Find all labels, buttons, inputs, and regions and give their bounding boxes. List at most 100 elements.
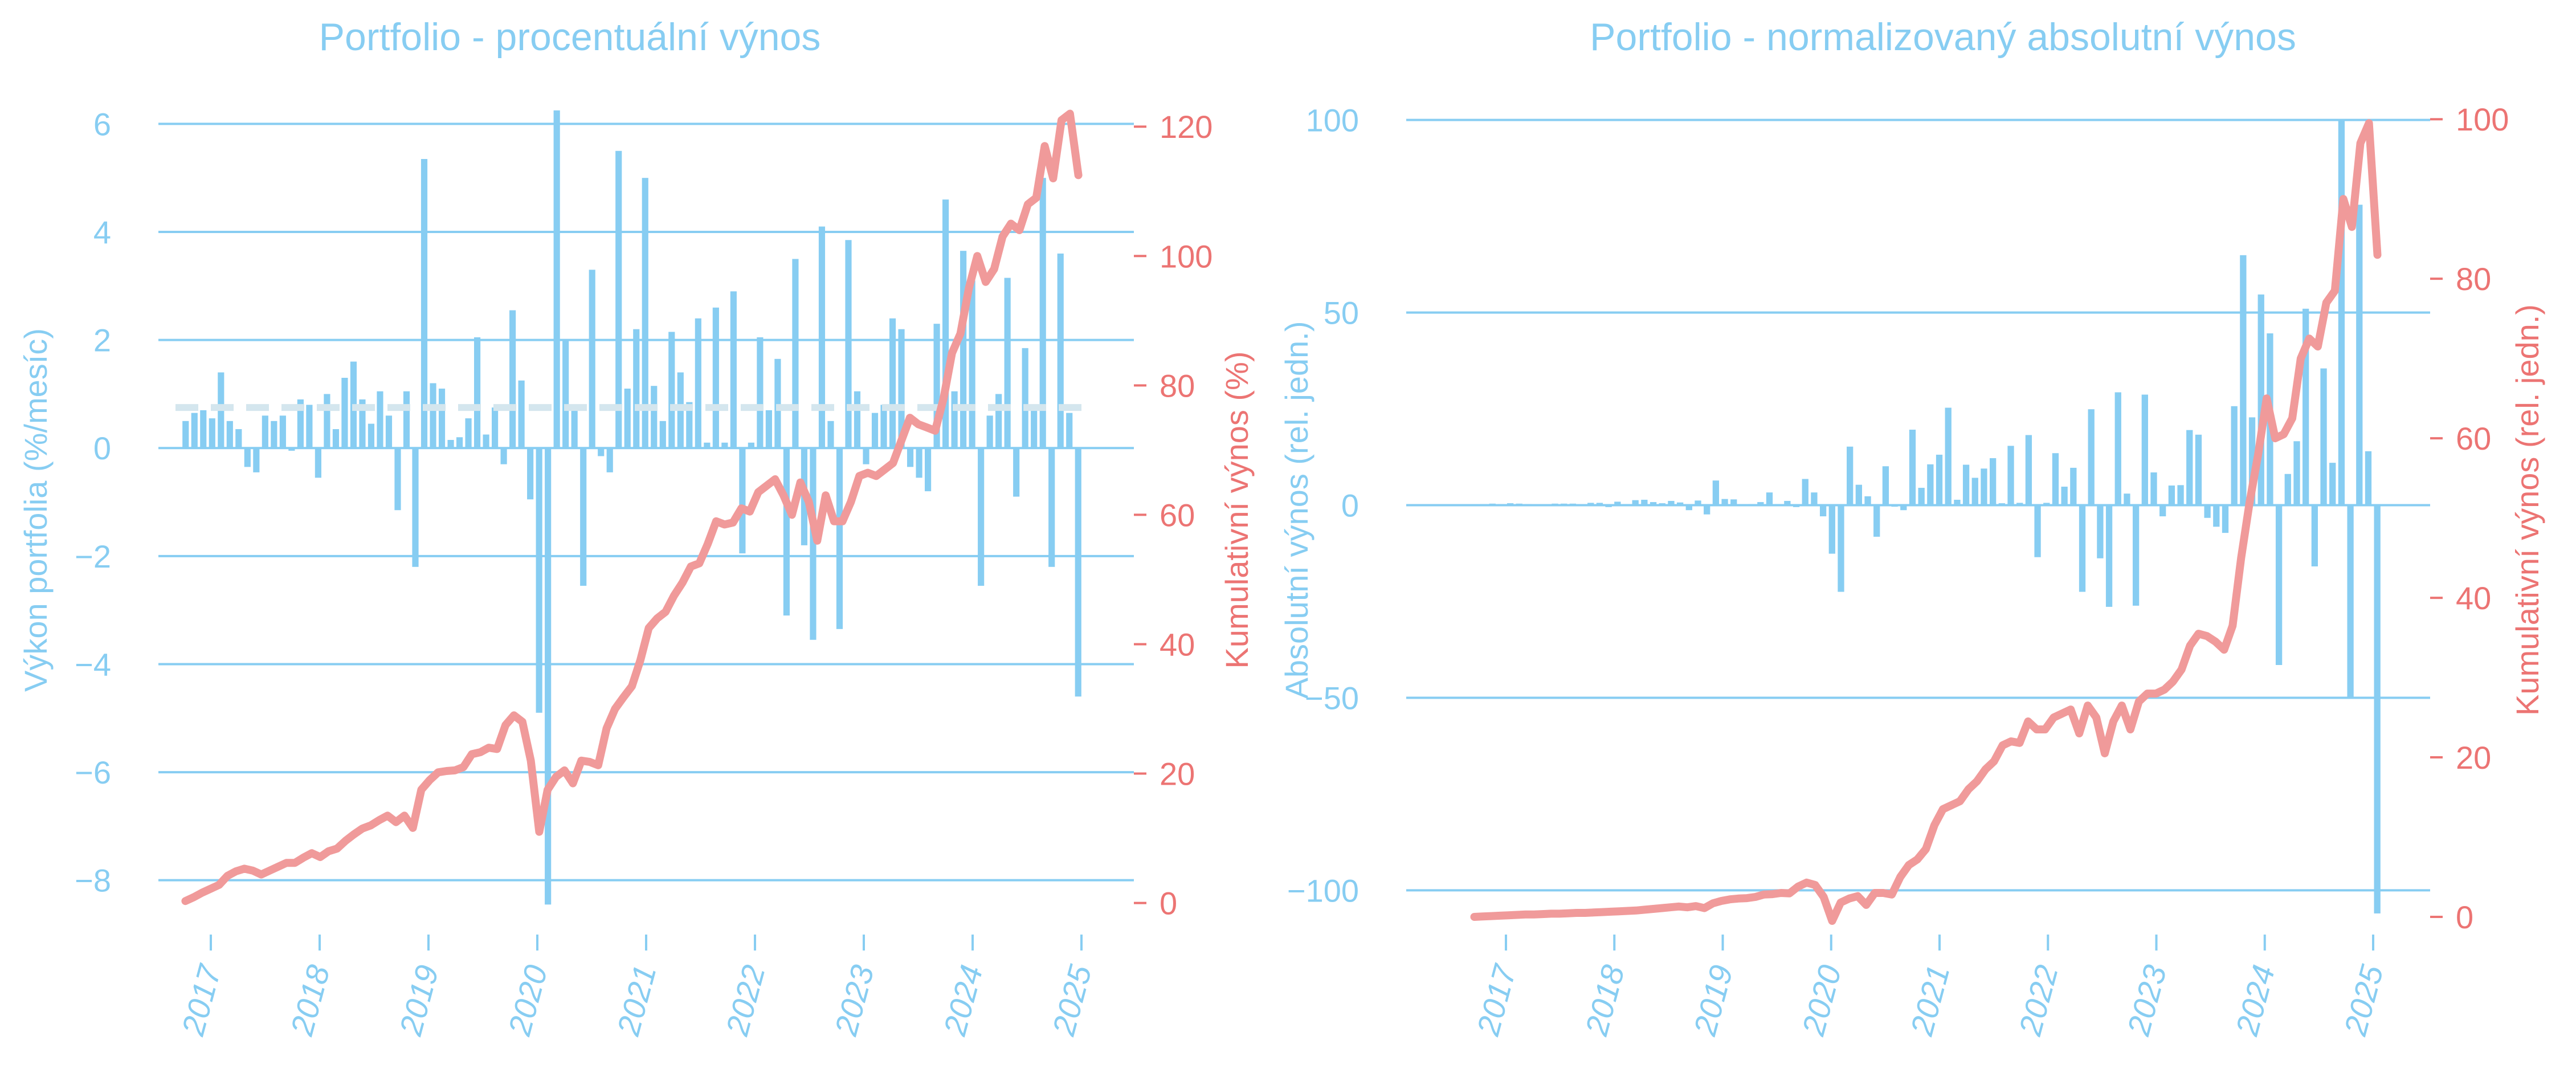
bar xyxy=(1819,505,1827,517)
bar xyxy=(421,159,428,448)
bar xyxy=(986,415,993,448)
bar xyxy=(2052,453,2059,505)
bar xyxy=(1552,503,1558,505)
bar xyxy=(721,442,728,448)
bar xyxy=(1838,505,1844,592)
x-tick-label: 2019 xyxy=(1687,961,1740,1040)
bar xyxy=(1569,503,1577,505)
bar xyxy=(1534,505,1541,507)
bar xyxy=(306,405,313,448)
y-tick-label-left: −100 xyxy=(1287,872,1359,908)
bar xyxy=(2007,446,2014,505)
bar xyxy=(2034,505,2041,557)
bar xyxy=(880,405,887,448)
bar xyxy=(509,310,516,448)
bar xyxy=(2374,505,2381,913)
bar xyxy=(1909,430,1916,505)
bar xyxy=(2150,472,2157,505)
bar xyxy=(589,270,595,448)
bar xyxy=(1676,502,1684,505)
bar xyxy=(695,318,701,448)
bar xyxy=(1855,484,1862,505)
bar xyxy=(1004,278,1011,448)
bar xyxy=(226,421,233,448)
bar xyxy=(324,394,330,448)
bar xyxy=(1013,448,1020,497)
bar xyxy=(262,415,268,448)
bar xyxy=(1721,499,1728,505)
bar xyxy=(1632,500,1639,505)
y-tick-label-left: 2 xyxy=(93,323,111,358)
bar xyxy=(473,337,481,448)
bar xyxy=(1945,407,1952,505)
y-tick-label-left: −2 xyxy=(75,539,111,574)
y-axis-right: 100 80 60 40 20 0 xyxy=(2430,101,2509,935)
bar xyxy=(2248,417,2256,505)
bar xyxy=(403,391,410,448)
y-tick-label-left: −8 xyxy=(75,863,111,899)
bar xyxy=(1891,505,1898,507)
bar xyxy=(527,448,534,500)
bar xyxy=(1641,500,1648,505)
bar xyxy=(562,340,569,448)
bar xyxy=(810,448,817,640)
bar xyxy=(1828,505,1835,554)
bar xyxy=(898,329,905,448)
bar xyxy=(2293,441,2300,505)
bar xyxy=(942,199,949,448)
bar xyxy=(1918,488,1925,505)
bar xyxy=(960,251,967,448)
y-tick-label-right: 120 xyxy=(1160,109,1213,145)
bar xyxy=(368,423,375,448)
bar xyxy=(2159,505,2166,517)
bar xyxy=(2240,255,2247,505)
bar xyxy=(2311,505,2318,566)
bar xyxy=(1927,464,1934,505)
bar xyxy=(633,329,640,448)
x-tick-label: 2022 xyxy=(718,961,771,1040)
bar xyxy=(1695,500,1701,505)
bar xyxy=(739,448,746,554)
y-axis-right-label: Kumulativní výnos (%) xyxy=(1219,351,1255,668)
bar xyxy=(757,337,764,448)
y-tick-label-right: 20 xyxy=(1160,756,1195,792)
bar xyxy=(1811,492,1818,505)
bar xyxy=(933,324,940,448)
y-tick-label-left: −6 xyxy=(75,754,111,790)
bar xyxy=(1882,466,1889,505)
bar xyxy=(2105,505,2113,607)
bar xyxy=(889,318,896,448)
chart-right: Portfolio - normalizovaný absolutní výno… xyxy=(1279,15,2545,1039)
bar xyxy=(385,415,393,448)
bar xyxy=(1954,500,1961,505)
bar xyxy=(827,421,834,448)
chart-title: Portfolio - procentuální výnos xyxy=(319,15,821,59)
bar xyxy=(792,259,799,448)
bar xyxy=(2284,474,2291,505)
x-tick-label: 2021 xyxy=(1903,961,1956,1040)
bar xyxy=(580,448,587,586)
bar xyxy=(712,307,719,448)
bar xyxy=(2257,294,2264,505)
bar xyxy=(924,448,932,492)
bar-series xyxy=(1471,120,2381,913)
bar xyxy=(571,407,578,448)
bar xyxy=(430,383,436,448)
bar xyxy=(1685,505,1692,511)
bar xyxy=(1525,504,1532,505)
bar xyxy=(2213,505,2220,527)
bar xyxy=(765,410,772,448)
bar xyxy=(836,448,843,629)
bar xyxy=(1793,505,1800,507)
bar xyxy=(1489,503,1496,505)
y-axis-left: 6 4 2 0 −2 −4 −6 −8 xyxy=(75,106,171,899)
bar xyxy=(598,448,605,456)
bar xyxy=(1596,503,1603,505)
bar xyxy=(235,429,242,448)
x-tick-label: 2019 xyxy=(392,961,445,1040)
bar xyxy=(1998,503,2005,505)
bar xyxy=(1542,505,1549,507)
bar xyxy=(2061,487,2068,505)
